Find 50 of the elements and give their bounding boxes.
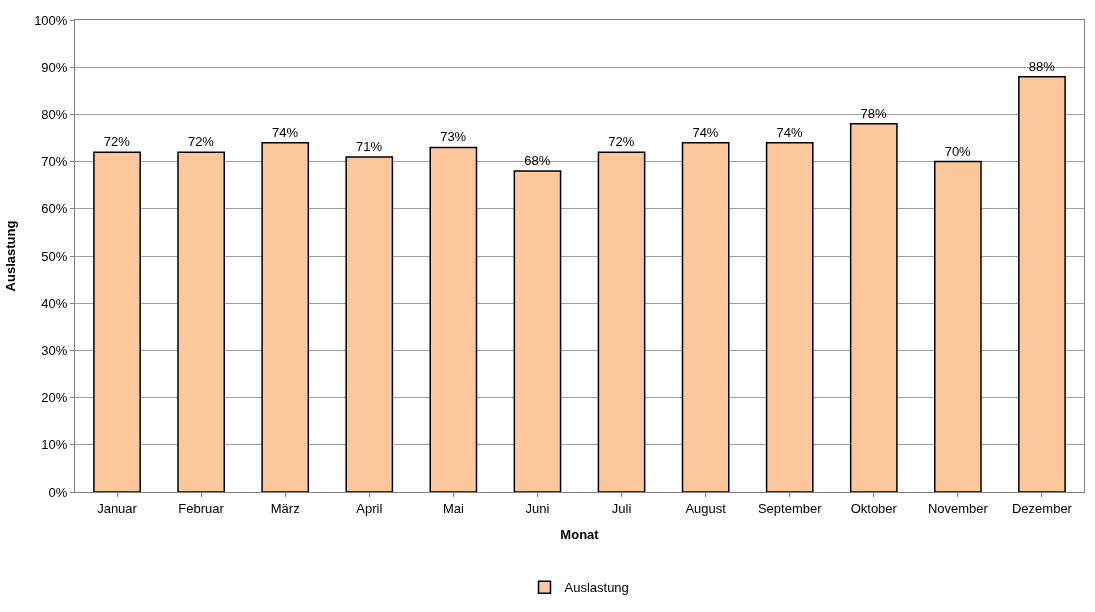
legend-label: Auslastung	[564, 580, 629, 596]
y-tick-label: 100%	[34, 12, 68, 28]
y-tick-label: 80%	[41, 106, 68, 122]
bar	[93, 151, 141, 492]
y-tick-label: 40%	[41, 295, 68, 311]
x-tick-label: Oktober	[850, 500, 898, 516]
x-tick-label: Februar	[178, 500, 225, 516]
x-tick-label: Juli	[611, 500, 632, 516]
data-label: 74%	[776, 124, 803, 140]
bar	[177, 151, 225, 492]
bar	[765, 141, 814, 492]
data-label: 72%	[187, 134, 215, 150]
bar	[597, 151, 646, 492]
y-tick-label: 90%	[41, 59, 68, 75]
y-tick-label: 0%	[48, 484, 68, 500]
x-tick-label: Januar	[97, 500, 138, 516]
bar	[934, 160, 982, 492]
y-tick-label: 50%	[41, 248, 68, 264]
x-tick-label: November	[927, 500, 989, 516]
y-tick-label: 30%	[41, 342, 68, 358]
x-tick-label: Mai	[442, 500, 464, 516]
data-label: 70%	[944, 143, 972, 159]
x-axis-title: Monat	[560, 527, 600, 543]
x-tick-label: Dezember	[1011, 500, 1073, 516]
x-tick-label: Juni	[525, 500, 550, 516]
y-tick-label: 10%	[41, 437, 68, 453]
bar	[261, 141, 310, 492]
bar	[513, 170, 562, 492]
bar	[345, 156, 394, 492]
data-label: 78%	[860, 105, 888, 121]
data-label: 88%	[1028, 58, 1056, 74]
x-tick-label: September	[757, 500, 823, 516]
x-tick-label: April	[356, 500, 383, 516]
bar	[1018, 75, 1066, 492]
x-tick-label: März	[270, 500, 300, 516]
data-label: 68%	[524, 153, 551, 169]
data-label: 72%	[608, 134, 635, 150]
y-tick-label: 20%	[41, 390, 68, 406]
data-label: 73%	[440, 129, 467, 145]
y-tick-label: 70%	[41, 154, 68, 170]
data-label: 74%	[692, 124, 719, 140]
y-axis-title: Auslastung	[3, 220, 19, 292]
bar	[849, 123, 898, 492]
x-tick-label: August	[685, 500, 727, 516]
data-label: 72%	[103, 134, 131, 150]
data-label: 74%	[271, 124, 299, 140]
y-tick-label: 60%	[41, 201, 68, 217]
bar	[681, 141, 730, 492]
data-label: 71%	[356, 138, 383, 154]
bar	[429, 146, 478, 492]
